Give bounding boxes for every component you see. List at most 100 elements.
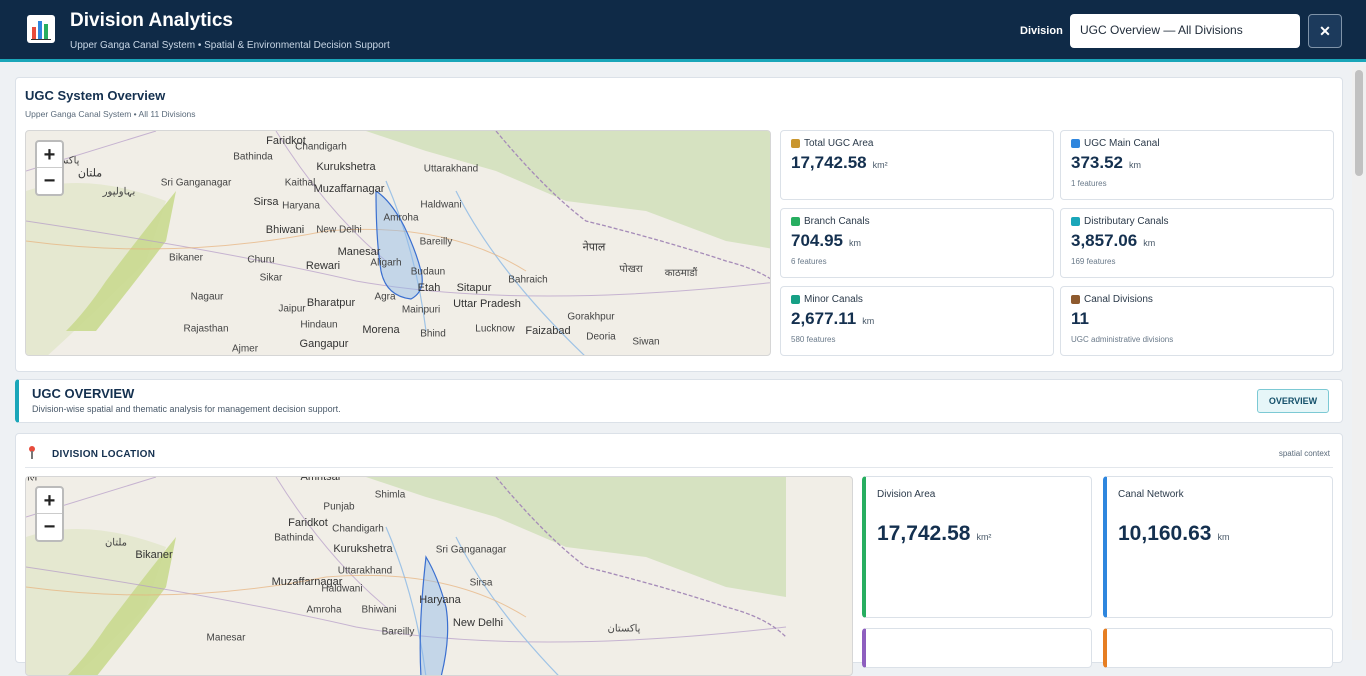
overview-title: UGC System Overview: [25, 88, 166, 103]
pin-icon: [29, 446, 35, 459]
overview-banner: UGC OVERVIEW Division-wise spatial and t…: [15, 379, 1343, 423]
map-label: Amroha: [383, 212, 419, 224]
stat-value-row: 11: [1071, 309, 1323, 329]
stat-icon: [791, 295, 800, 304]
map-label: Sri Ganganagar: [435, 544, 507, 556]
division-stat-value-row: 17,742.58 km²: [877, 522, 1080, 546]
stat-card: UGC Main Canal 373.52 km 1 features: [1060, 130, 1334, 200]
zoom-out[interactable]: −: [43, 516, 56, 538]
map-label: Aligarh: [370, 257, 402, 269]
map-label: Budaun: [410, 266, 446, 278]
map-label: Faridkot: [266, 135, 306, 147]
stat-value-row: 2,677.11 km: [791, 309, 1043, 329]
map-label: Shimla: [374, 489, 406, 501]
map-label: Mainpuri: [401, 304, 441, 316]
map-label: Manesar: [337, 246, 381, 258]
map-label: Haryana: [419, 594, 461, 606]
map-label: Etah: [417, 282, 441, 294]
map-label: Hindaun: [300, 319, 338, 331]
map-label: Amritsar: [300, 476, 342, 483]
map-label: Uttarakhand: [423, 163, 479, 175]
stat-icon: [1071, 217, 1080, 226]
zoom-out[interactable]: −: [43, 170, 56, 192]
stat-label: UGC Main Canal: [1071, 138, 1323, 149]
stat-label-text: UGC Main Canal: [1084, 138, 1160, 149]
division-stat-value: 17,742.58: [877, 522, 971, 545]
map-label: New Delhi: [452, 617, 504, 629]
map-label: Haldwani: [420, 199, 462, 211]
map-label: पोखरा: [619, 264, 643, 275]
division-stat-unit: km²: [976, 532, 992, 542]
map-label: Ajmer: [231, 343, 259, 355]
map-base: [26, 477, 787, 675]
stat-card: Minor Canals 2,677.11 km 580 features: [780, 286, 1054, 356]
app-title: Division Analytics: [70, 10, 233, 31]
division-stat-unit: km: [1217, 532, 1230, 542]
stat-icon: [791, 217, 800, 226]
stat-unit: km²: [872, 160, 888, 170]
stat-value-row: 704.95 km: [791, 231, 1043, 251]
stat-label-text: Minor Canals: [804, 294, 863, 305]
zoom-in[interactable]: +: [37, 488, 62, 514]
map-label: Churu: [247, 254, 275, 266]
map-label: Bareilly: [381, 626, 415, 638]
stat-value: 704.95: [791, 231, 843, 250]
overview-subtitle: Upper Ganga Canal System • All 11 Divisi…: [25, 109, 196, 119]
stat-label-text: Branch Canals: [804, 216, 870, 227]
map-label: Agra: [374, 291, 396, 303]
division-stat-label: Canal Network: [1118, 489, 1184, 500]
map-label: Kaithal: [284, 177, 316, 189]
map-label: Bathinda: [233, 151, 273, 163]
stat-value-row: 373.52 km: [1071, 153, 1323, 173]
stat-value: 3,857.06: [1071, 231, 1138, 250]
overview-map[interactable]: Faridkot Chandigarh Bathinda Kurukshetra Sri…: [25, 130, 771, 356]
map-label: Bahraich: [508, 274, 548, 286]
stat-icon: [1071, 139, 1080, 148]
stat-label-text: Canal Divisions: [1084, 294, 1153, 305]
stat-unit: km: [862, 316, 875, 326]
map-label: New Delhi: [316, 224, 362, 236]
map-label: Chandigarh: [332, 523, 384, 535]
stat-value: 2,677.11: [791, 309, 857, 328]
zoom-in[interactable]: +: [37, 142, 62, 168]
stat-icon: [1071, 295, 1080, 304]
division-stat-value: 10,160.63: [1118, 522, 1212, 545]
stat-unit: km: [849, 238, 861, 248]
map-label: Sirsa: [253, 196, 279, 208]
stat-label-text: Distributary Canals: [1084, 216, 1169, 227]
map-label: Muzaffarnagar: [313, 183, 385, 195]
map-label: Bikaner: [169, 252, 203, 264]
zoom-control: + −: [35, 140, 64, 196]
map-label: Kurukshetra: [316, 161, 376, 173]
stat-note: 580 features: [791, 335, 836, 344]
stat-note: 6 features: [791, 257, 827, 266]
map-label: Muzaffarnagar: [271, 576, 343, 588]
map-label: नेपाल: [582, 241, 606, 254]
division-select[interactable]: UGC Overview — All Divisions: [1070, 14, 1300, 48]
map-label: ملتان: [77, 167, 103, 180]
stat-label: Distributary Canals: [1071, 216, 1323, 227]
map-label: Sirsa: [469, 577, 493, 589]
stat-label: Minor Canals: [791, 294, 1043, 305]
location-map[interactable]: Amritsar Shimla Punjab Faridkot Chandigarh Ba…: [25, 476, 853, 676]
stat-label-text: Total UGC Area: [804, 138, 874, 149]
banner-title: UGC OVERVIEW: [32, 386, 135, 401]
stat-value: 11: [1071, 309, 1089, 328]
map-label: Kurukshetra: [333, 543, 393, 555]
map-label: Lucknow: [475, 323, 515, 335]
map-label: Bikaner: [135, 549, 173, 561]
stat-label: Total UGC Area: [791, 138, 1043, 149]
stat-card: Total UGC Area 17,742.58 km²: [780, 130, 1054, 200]
stat-label: Canal Divisions: [1071, 294, 1323, 305]
scroll-thumb[interactable]: [1355, 70, 1363, 176]
app-subtitle: Upper Ganga Canal System • Spatial & Env…: [70, 40, 390, 51]
stat-card: Branch Canals 704.95 km 6 features: [780, 208, 1054, 278]
map-label: काठमाडौं: [664, 268, 698, 279]
map-label: Morena: [362, 324, 400, 336]
map-label: Bharatpur: [306, 297, 356, 309]
division-stat-card-next: [862, 628, 1092, 668]
close-button[interactable]: ✕: [1308, 14, 1342, 48]
location-title: DIVISION LOCATION: [52, 449, 156, 460]
